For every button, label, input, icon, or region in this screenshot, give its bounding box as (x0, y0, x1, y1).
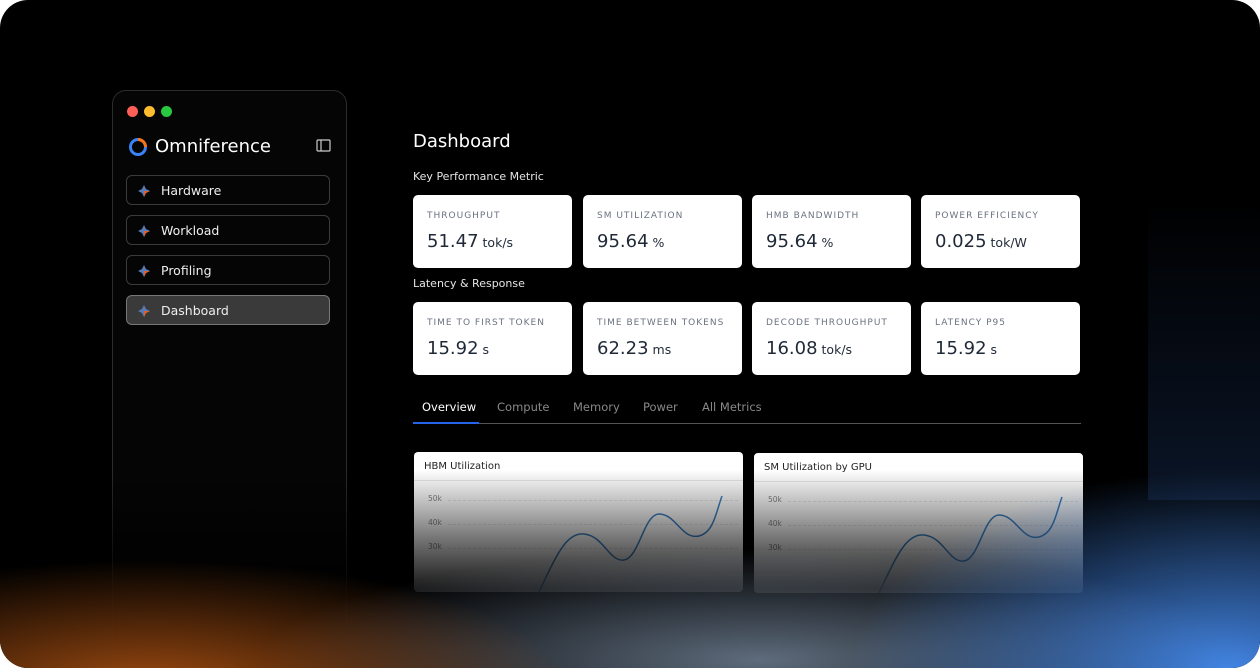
metric-unit: tok/W (990, 235, 1027, 250)
metric-unit: s (482, 342, 490, 357)
logo (129, 138, 147, 156)
brand: Omniference (155, 136, 271, 157)
nav-item[interactable]: Hardware (126, 175, 330, 205)
metric-unit: tok/s (482, 235, 514, 250)
metric-unit: tok/s (821, 342, 853, 357)
background-glow (1148, 200, 1260, 500)
metric-card: THROUGHPUT 51.47 tok/s (413, 195, 572, 268)
page-title: Dashboard (413, 131, 511, 152)
metric-unit: s (990, 342, 998, 357)
metric-card: LATENCY P95 15.92 s (921, 302, 1080, 375)
section-heading: Key Performance Metric (413, 170, 544, 183)
chart-title: SM Utilization by GPU (764, 462, 872, 473)
tab[interactable]: Memory (573, 400, 620, 414)
section-heading: Latency & Response (413, 277, 525, 290)
metric-label: DECODE THROUGHPUT (766, 318, 888, 328)
nav-item[interactable]: Workload (126, 215, 330, 245)
maximize-button[interactable] (161, 106, 172, 117)
metric-label: THROUGHPUT (427, 211, 501, 221)
metric-card: TIME BETWEEN TOKENS 62.23 ms (583, 302, 742, 375)
metric-value: 62.23 ms (597, 338, 672, 359)
nav-icon (138, 185, 150, 197)
close-button[interactable] (127, 106, 138, 117)
nav-item[interactable]: Profiling (126, 255, 330, 285)
tab[interactable]: Compute (497, 400, 550, 414)
bottom-gradient (0, 470, 1260, 668)
nav-label: Profiling (161, 263, 212, 278)
chart-title: HBM Utilization (424, 461, 501, 472)
tab[interactable]: Overview (422, 400, 477, 414)
tab[interactable]: Power (643, 400, 678, 414)
metric-card: POWER EFFICIENCY 0.025 tok/W (921, 195, 1080, 268)
metric-card: HMB BANDWIDTH 95.64% (752, 195, 911, 268)
metric-label: HMB BANDWIDTH (766, 211, 860, 221)
metric-value: 95.64% (766, 231, 834, 252)
active-tab-indicator (413, 422, 479, 424)
metric-label: SM UTILIZATION (597, 211, 684, 221)
tab[interactable]: All Metrics (702, 400, 762, 414)
metric-label: TIME TO FIRST TOKEN (427, 318, 545, 328)
metric-unit: ms (652, 342, 672, 357)
metric-unit: % (821, 235, 834, 250)
nav-label: Workload (161, 223, 220, 238)
metric-value: 51.47 tok/s (427, 231, 514, 252)
nav-icon (138, 265, 150, 277)
metric-card: TIME TO FIRST TOKEN 15.92 s (413, 302, 572, 375)
metric-label: POWER EFFICIENCY (935, 211, 1039, 221)
nav-label: Hardware (161, 183, 222, 198)
metric-card: DECODE THROUGHPUT 16.08 tok/s (752, 302, 911, 375)
minimize-button[interactable] (144, 106, 155, 117)
metric-value: 0.025 tok/W (935, 231, 1027, 252)
nav-icon (138, 225, 150, 237)
metric-value: 16.08 tok/s (766, 338, 853, 359)
metric-value: 95.64% (597, 231, 665, 252)
nav-item[interactable]: Dashboard (126, 295, 330, 325)
sidebar-toggle[interactable] (316, 139, 332, 153)
nav-icon (138, 305, 150, 317)
metric-unit: % (652, 235, 665, 250)
nav-label: Dashboard (161, 303, 229, 318)
metric-value: 15.92 s (935, 338, 998, 359)
metric-value: 15.92 s (427, 338, 490, 359)
metric-card: SM UTILIZATION 95.64% (583, 195, 742, 268)
tab-divider (413, 423, 1081, 424)
metric-label: LATENCY P95 (935, 318, 1006, 328)
metric-label: TIME BETWEEN TOKENS (597, 318, 725, 328)
